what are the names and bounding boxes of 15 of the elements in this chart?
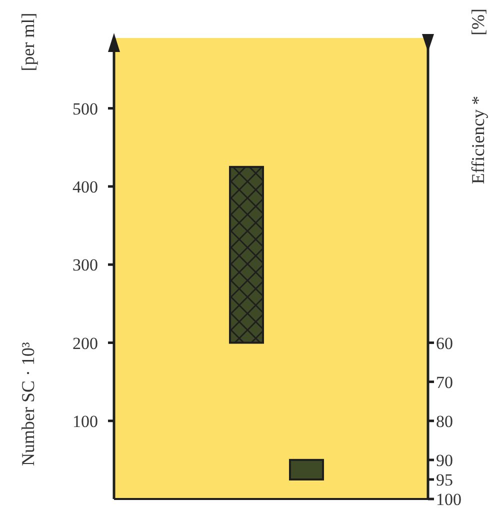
y-tick-label: 400 [72,177,98,196]
y2-tick-label: 60 [436,334,453,353]
y2-tick-label: 95 [436,470,453,490]
text: [per ml] [18,12,38,72]
y2-tick-label: 70 [436,372,453,392]
y-tick-label: 200 [72,334,98,353]
y-tick-label: 100 [72,412,98,431]
y2-tick-label: 100 [436,490,462,510]
y2-axis-title: Efficiency * [468,96,488,184]
text: [%] [468,8,488,36]
y-tick-label: 300 [72,256,98,275]
y2-tick-label: 90 [436,450,453,470]
y-tick-label: 500 [72,99,98,118]
y-axis-title: Number SC · 10³ [18,341,38,466]
y2-tick-label: 80 [436,412,453,431]
